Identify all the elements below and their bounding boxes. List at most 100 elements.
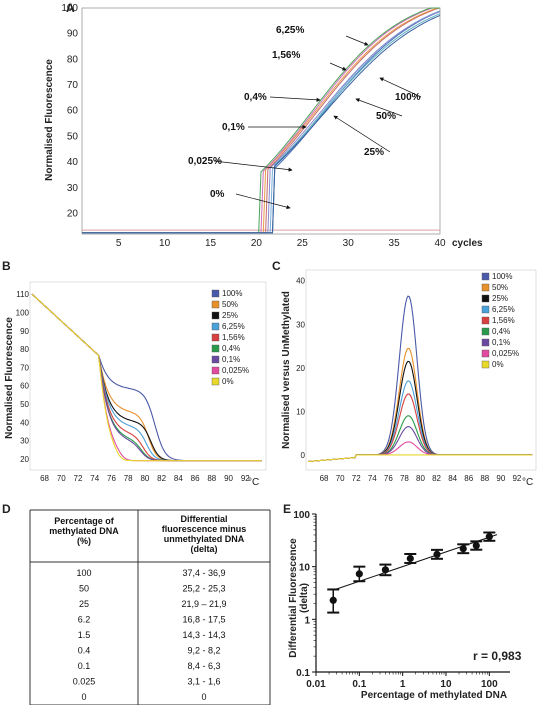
chart-a-annotation: 0,025% [188, 156, 222, 167]
table-cell-delta: 0 [201, 692, 206, 702]
chart-b-xtick: 88 [207, 474, 216, 483]
chart-a-annotation-arrow [345, 35, 369, 46]
chart-a-xlabel: cycles [452, 238, 483, 249]
chart-b-legend-label: 0,4% [222, 344, 240, 353]
chart-a-xtick: 30 [343, 238, 355, 249]
chart-b-legend-label: 1,56% [222, 333, 245, 342]
chart-e-point [433, 550, 441, 558]
chart-b-legend-label: 50% [222, 300, 238, 309]
table-cell-percentage: 0.025 [73, 677, 96, 687]
chart-c-xtick: 76 [384, 474, 393, 483]
table-cell-percentage: 6.2 [78, 615, 91, 625]
table-cell-delta: 21,9 – 21,9 [181, 599, 226, 609]
chart-c-legend-swatch [481, 349, 490, 358]
chart-b-ytick: 40 [20, 418, 29, 427]
chart-c-xtick: 92 [512, 474, 521, 483]
chart-a-xtick: 5 [116, 238, 122, 249]
chart-c-legend-label: 0,1% [492, 338, 510, 347]
chart-b-xtick: 76 [107, 474, 116, 483]
table-header: methylated DNA [49, 526, 119, 536]
chart-a-ytick: 90 [67, 29, 79, 40]
chart-c-ytick: 40 [296, 277, 305, 286]
table-cell-percentage: 0.1 [78, 661, 91, 671]
chart-b-xtick: 92 [241, 474, 250, 483]
chart-b-legend-swatch [211, 344, 220, 353]
panel-label-e: E [283, 502, 291, 516]
chart-b-xtick: 72 [74, 474, 83, 483]
table-cell-percentage: 0.4 [78, 646, 91, 656]
chart-c-xtick: 80 [416, 474, 425, 483]
chart-c-xtick: 86 [464, 474, 473, 483]
chart-c-legend-swatch [481, 360, 490, 369]
panel-label-d: D [2, 502, 11, 516]
chart-b-legend-swatch [211, 355, 220, 364]
chart-b-frame [29, 281, 267, 471]
chart-c-xtick: 72 [352, 474, 361, 483]
chart-e-ytick: 10 [299, 563, 311, 574]
chart-c-legend-swatch [481, 272, 490, 281]
chart-a-annotation-arrow [379, 77, 422, 98]
chart-c-legend-swatch [481, 327, 490, 336]
chart-c-legend-label: 100% [492, 272, 512, 281]
chart-b-series-line [31, 293, 262, 462]
chart-a-annotation-arrow [355, 98, 403, 117]
chart-c-legend-swatch [481, 305, 490, 314]
chart-a-annotation-arrow [329, 62, 347, 71]
table-cell-delta: 3,1 - 1,6 [187, 677, 220, 687]
chart-c-frame [305, 269, 537, 471]
chart-a-annotation: 0% [210, 189, 225, 200]
chart-c-legend-label: 1,56% [492, 316, 515, 325]
table-cell-delta: 25,2 - 25,3 [182, 584, 225, 594]
chart-c: Normalised versus UnMethylated °C 68 70 72… [281, 269, 537, 488]
table-cell-delta: 14,3 - 14,3 [182, 630, 225, 640]
chart-b-legend-label: 0,025% [222, 366, 249, 375]
panel-label-c: C [272, 259, 281, 273]
table-cell-percentage: 50 [79, 584, 89, 594]
table-header: fluorescence minus [162, 524, 247, 534]
chart-b-legend-label: 6,25% [222, 322, 245, 331]
chart-c-xtick: 90 [496, 474, 505, 483]
chart-b-ytick: 20 [20, 455, 29, 464]
chart-b-ytick: 50 [20, 400, 29, 409]
table-header: Differential [180, 514, 227, 524]
chart-e-xtick: 0.1 [352, 679, 366, 690]
chart-c-xtick: 84 [448, 474, 457, 483]
chart-a-frame [81, 7, 441, 235]
chart-b-legend-swatch [211, 300, 220, 309]
chart-e-xtick: 1 [400, 679, 406, 690]
chart-b-legend-swatch [211, 366, 220, 375]
chart-b-ylabel: Normalised Fluorescence [4, 317, 15, 439]
chart-a-xtick: 35 [389, 238, 401, 249]
chart-a-ytick: 80 [67, 54, 79, 65]
chart-c-legend-label: 50% [492, 283, 508, 292]
table-header: Percentage of [54, 516, 115, 526]
chart-c-legend-label: 0,025% [492, 349, 519, 358]
chart-b-ytick: 110 [16, 290, 29, 299]
chart-b-xunit: °C [248, 477, 259, 488]
chart-b-legend-swatch [211, 311, 220, 320]
chart-a-ytick: 100 [61, 3, 78, 14]
chart-c-ylabel: Normalised versus UnMethylated [281, 291, 292, 449]
chart-a-ytick: 70 [67, 80, 79, 91]
chart-a-series-line [82, 14, 441, 234]
chart-c-xtick: 68 [320, 474, 329, 483]
chart-c-xtick: 82 [432, 474, 441, 483]
chart-e-point [406, 554, 414, 563]
chart-a-ytick: 60 [67, 106, 79, 117]
chart-a-annotation: 6,25% [276, 25, 304, 36]
chart-e-point [381, 566, 390, 574]
chart-e-point [485, 533, 493, 541]
chart-a-xtick: 20 [251, 238, 263, 249]
chart-a-xtick: 25 [297, 238, 309, 249]
chart-e-point [472, 541, 480, 550]
chart-e-point [459, 545, 467, 553]
chart-c-ytick: 20 [296, 364, 305, 373]
chart-c-legend-swatch [481, 283, 490, 292]
chart-e-ylabel-1: Differential Fluorescence [288, 538, 299, 658]
chart-a-annotation-arrow [213, 160, 293, 172]
table-cell-delta: 16,8 - 17,5 [182, 615, 225, 625]
chart-b-ytick: 30 [20, 437, 29, 446]
chart-b-legend-label: 100% [222, 289, 242, 298]
chart-c-xtick: 74 [368, 474, 377, 483]
